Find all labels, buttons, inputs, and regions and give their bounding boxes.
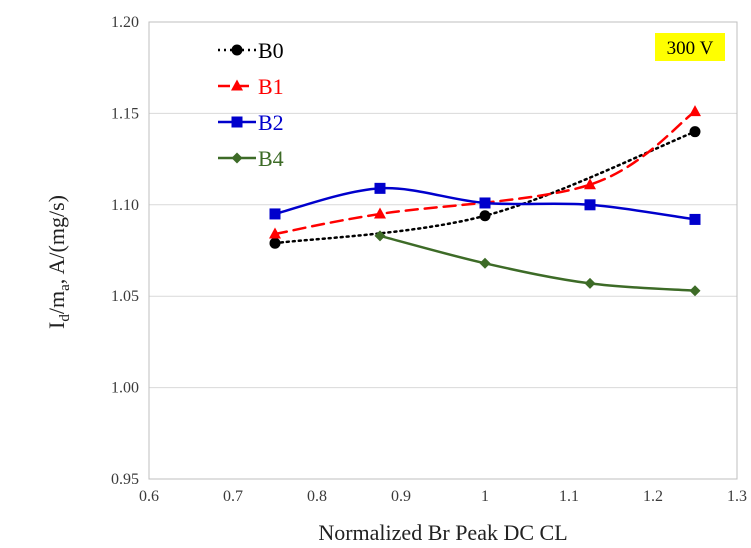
- y-tick-label: 1.05: [111, 288, 139, 305]
- legend-item-b4: B4: [218, 146, 284, 171]
- series-line-b1: [273, 110, 697, 236]
- y-tick-labels: 0.95 1.00 1.05 1.10 1.15 1.20: [111, 14, 139, 488]
- data-point-b4: [584, 277, 596, 289]
- data-point-b4: [374, 230, 386, 242]
- y-axis-title-tail: , A/(mg/s): [44, 195, 69, 284]
- data-point-b2: [479, 197, 491, 209]
- legend-item-b0: B0: [218, 38, 284, 63]
- series-line-b4: [378, 234, 697, 292]
- x-tick-label: 0.7: [223, 488, 243, 505]
- legend-label: B2: [258, 110, 284, 135]
- annotation-text: 300 V: [667, 38, 714, 59]
- y-tick-label: 1.15: [111, 105, 139, 122]
- legend-marker: [231, 116, 243, 128]
- data-markers: [269, 105, 701, 297]
- x-tick-labels: 0.6 0.7 0.8 0.9 1 1.1 1.2 1.3: [139, 488, 747, 505]
- y-axis-title-mid: /m: [44, 291, 69, 314]
- annotation-highlight: [655, 33, 725, 61]
- legend-label: B4: [258, 146, 284, 171]
- x-tick-label: 1.1: [559, 488, 579, 505]
- legend-item-b2: B2: [218, 110, 284, 135]
- data-point-b2: [689, 213, 701, 225]
- legend-marker: [231, 152, 243, 164]
- x-tick-label: 0.9: [391, 488, 411, 505]
- legend: B0 B1 B2 B4: [218, 38, 284, 171]
- legend-label: B0: [258, 38, 284, 63]
- y-axis-title-sub2: a: [57, 284, 73, 291]
- y-axis-title-sub1: d: [57, 314, 73, 322]
- x-tick-label: 1.2: [643, 488, 663, 505]
- voltage-annotation: 300 V: [655, 33, 725, 61]
- data-point-b0: [269, 237, 281, 249]
- y-tick-label: 0.95: [111, 471, 139, 488]
- x-axis-title: Normalized Br Peak DC CL: [318, 520, 567, 545]
- data-point-b4: [479, 257, 491, 269]
- data-point-b0: [479, 210, 491, 222]
- data-point-b1: [374, 207, 386, 219]
- y-tick-label: 1.10: [111, 197, 139, 214]
- gridlines: [149, 21, 737, 480]
- data-point-b0: [689, 126, 701, 138]
- y-axis-title-main: I: [44, 322, 69, 329]
- data-point-b1: [689, 105, 701, 117]
- x-tick-label: 1: [481, 488, 489, 505]
- data-point-b1: [269, 227, 281, 239]
- legend-marker: [231, 44, 243, 56]
- data-point-b4: [689, 285, 701, 297]
- y-axis-title: Id/ma, A/(mg/s): [44, 195, 73, 329]
- data-point-b2: [269, 208, 281, 220]
- legend-item-b1: B1: [218, 74, 284, 99]
- x-tick-label: 1.3: [727, 488, 747, 505]
- x-tick-label: 0.8: [307, 488, 327, 505]
- data-point-b1: [584, 178, 596, 190]
- series-line-b0: [273, 130, 697, 245]
- legend-marker: [231, 79, 243, 91]
- y-tick-label: 1.00: [111, 380, 139, 397]
- data-point-b2: [584, 199, 596, 211]
- y-tick-label: 1.20: [111, 14, 139, 31]
- plot-area-frame: [148, 21, 738, 480]
- x-tick-label: 0.6: [139, 488, 159, 505]
- legend-label: B1: [258, 74, 284, 99]
- data-point-b2: [374, 182, 386, 194]
